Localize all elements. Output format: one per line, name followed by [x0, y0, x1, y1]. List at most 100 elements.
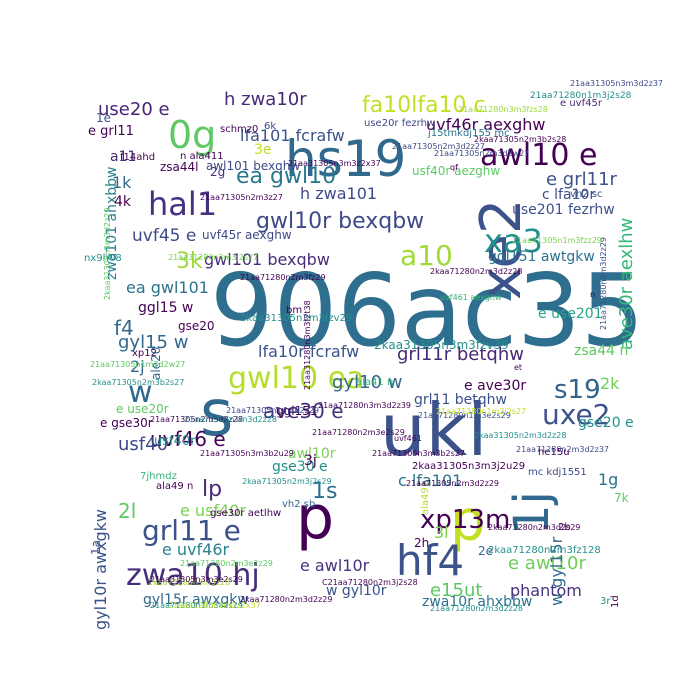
cloud-word: p	[296, 483, 334, 553]
cloud-word: w	[128, 375, 153, 410]
cloud-word: ale20	[149, 347, 163, 380]
cloud-word: awl101 bexqhw	[206, 159, 300, 173]
cloud-word: 4k	[114, 194, 132, 210]
cloud-word: 21aa71305n3m3b2s27	[372, 449, 465, 458]
cloud-word: 3k	[176, 249, 203, 274]
cloud-word: hf4	[396, 536, 464, 585]
cloud-word: gse30 e	[272, 459, 328, 475]
cloud-word: ea gwl10	[236, 164, 336, 189]
cloud-word: e grl11	[88, 124, 134, 139]
cloud-word: 7k	[614, 491, 629, 505]
cloud-word: gse30r aetlhw	[210, 508, 281, 519]
cloud-word: e grl11r	[546, 169, 618, 190]
cloud-word: zsa44l	[160, 160, 199, 174]
cloud-word: e awl10r	[300, 556, 370, 575]
cloud-word: bm	[286, 305, 302, 316]
cloud-word: 1a	[89, 540, 103, 555]
cloud-word: 21aa71280n2m3d2z37	[516, 445, 609, 454]
cloud-word: 2kaa31305n2m3d2z28	[474, 431, 566, 440]
cloud-word: 2kaa71280n3m3z28	[148, 578, 230, 587]
cloud-word: f4	[114, 316, 134, 340]
cloud-word: 1e	[96, 111, 111, 125]
cloud-word: 3e	[254, 142, 272, 158]
cloud-word: uvf45 e	[132, 226, 196, 246]
cloud-word: gwl10r bexqbw	[256, 209, 424, 234]
cloud-word: hal1	[148, 185, 217, 223]
cloud-word: e usf40r	[180, 501, 246, 520]
cloud-word: a11	[110, 149, 136, 165]
cloud-word: qf	[450, 163, 458, 172]
cloud-word: 21aa31280n2m3z2x37	[168, 601, 261, 610]
cloud-word: 21aa31305n3m3d2z37	[570, 79, 663, 88]
cloud-word: e use20r	[116, 402, 169, 416]
cloud-word: nx9h08	[84, 253, 122, 264]
cloud-word: 21aa71280n1m3a2s29	[150, 601, 243, 610]
cloud-word: 21aa71305n2m3d2z29	[406, 479, 499, 488]
cloud-word: ave30 e	[263, 399, 344, 423]
cloud-word: awl10r	[288, 446, 336, 462]
cloud-word: 21aa71280n2m3d2z29	[599, 237, 608, 330]
cloud-word: 906ac35	[210, 252, 644, 369]
cloud-word: he15u	[538, 447, 570, 458]
cloud-word: gyl15r awxgkw	[143, 592, 249, 608]
cloud-word: uvf46 e	[150, 427, 226, 451]
cloud-word: 21aa71280n2m3e2s29	[312, 428, 405, 437]
cloud-word: mc kdj1551	[528, 467, 587, 478]
cloud-word: 3l	[434, 523, 449, 542]
cloud-word: e ave30r	[464, 378, 526, 394]
cloud-word: fa10lfa10 c	[362, 93, 486, 118]
cloud-word: h zwa10r	[224, 89, 307, 110]
cloud-word: grl11 e	[142, 514, 241, 547]
cloud-word: use20r fezrhw	[364, 118, 435, 129]
cloud-word: gwl10 ea	[228, 361, 364, 396]
cloud-word: c lfa10r	[542, 187, 595, 203]
cloud-word: e awl10r	[508, 553, 586, 574]
cloud-word: uxe2	[542, 398, 611, 431]
cloud-word: 21aa71280n2m3e2z29	[180, 559, 273, 568]
cloud-word: s	[200, 377, 233, 451]
cloud-word: use20 e	[98, 99, 170, 120]
cloud-word: zwa10 hj	[126, 558, 260, 593]
cloud-word: ggl15 w	[138, 300, 193, 316]
cloud-word: 1k	[112, 173, 132, 192]
cloud-word: 3r	[600, 596, 611, 607]
cloud-word: f14ahd	[120, 152, 155, 163]
cloud-word: 21aa71305n1m3d2w27	[90, 360, 185, 369]
cloud-word: j15tmkdj155 mc	[427, 128, 510, 139]
cloud-word: gwl101 bexqbw	[204, 250, 330, 269]
cloud-word: 0g	[168, 113, 216, 157]
cloud-word: uvf46r aexghw	[426, 115, 545, 134]
cloud-word: 21aa71280n1m3j2s27	[436, 407, 526, 416]
cloud-word: lp	[202, 477, 222, 502]
cloud-word: 2kaa31305n3m3j2u29	[412, 461, 525, 472]
cloud-word: 2kaa71280n2m3d2s29	[488, 523, 580, 532]
cloud-word: 1g	[598, 470, 618, 489]
cloud-word: 7jhmdz	[140, 471, 177, 482]
cloud-word: a10	[400, 239, 453, 272]
cloud-word: vh2 sc	[570, 189, 603, 200]
cloud-word: usf40r	[154, 434, 196, 449]
cloud-word: vh2 sb	[282, 499, 315, 510]
cloud-word: schmz0	[220, 124, 258, 135]
cloud-word: zwa101 ahxbbw	[104, 166, 120, 280]
cloud-word: gse20 e	[578, 415, 634, 431]
cloud-word: 21aa71305n2m3d2z27	[392, 142, 485, 151]
cloud-word: w gyl15r	[547, 536, 566, 606]
cloud-word: s19	[554, 375, 601, 405]
cloud-word: 21aa71305n2m3d2z28	[150, 415, 243, 424]
cloud-word: n	[590, 290, 595, 299]
cloud-word: 21aa31280n3m3j2s27	[168, 253, 258, 262]
cloud-word: lfa10r fcrafw	[258, 342, 359, 361]
cloud-word: hs19	[285, 130, 406, 188]
cloud-word: ala491	[420, 481, 431, 515]
cloud-word: grl11r betqhw	[397, 344, 524, 365]
cloud-word: et	[514, 363, 522, 372]
cloud-word: p	[450, 489, 486, 554]
cloud-word: use201 fezrhw	[512, 202, 615, 218]
cloud-word: 1j	[504, 491, 560, 535]
cloud-word: xa3	[484, 222, 543, 260]
cloud-word: 2kaa71280n2m3d2z28	[430, 267, 522, 276]
cloud-word: ggl151	[276, 404, 317, 418]
cloud-word: 21aa71305n2m3d2w27	[434, 149, 529, 158]
